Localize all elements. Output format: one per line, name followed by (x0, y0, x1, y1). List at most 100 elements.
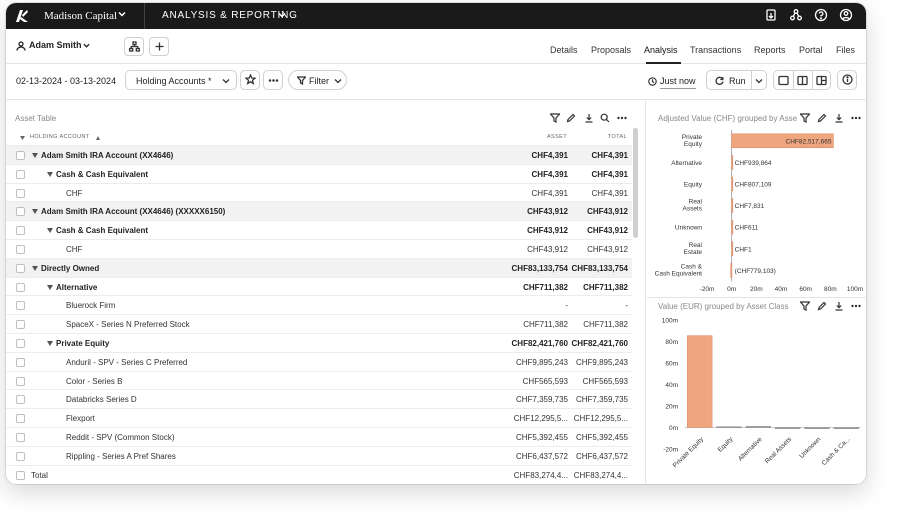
data-label: CHF807,109 (735, 182, 772, 189)
asset-value: CHF43,912 (527, 245, 568, 254)
expand-caret-icon[interactable] (32, 209, 38, 215)
table-row[interactable]: Color - Series B CHF565,593 CHF565,593 (6, 370, 632, 390)
export-icon[interactable] (764, 8, 778, 22)
row-checkbox[interactable] (16, 470, 25, 480)
brand-logo-icon[interactable] (15, 9, 29, 23)
tab-proposals[interactable]: Proposals (591, 45, 632, 55)
client-selector[interactable]: Adam Smith (29, 40, 82, 50)
row-checkbox[interactable] (16, 282, 25, 292)
row-checkbox[interactable] (16, 320, 25, 330)
row-checkbox[interactable] (16, 169, 25, 179)
row-checkbox[interactable] (16, 376, 25, 386)
tab-transactions[interactable]: Transactions (690, 45, 742, 55)
expand-caret-icon[interactable] (47, 171, 53, 177)
edit-icon[interactable] (566, 113, 576, 123)
expand-caret-icon[interactable] (32, 153, 38, 158)
column-header-holding-account[interactable]: HOLDING ACCOUNT (30, 134, 90, 140)
collapse-all-icon[interactable] (20, 136, 25, 140)
tab-portal[interactable]: Portal (799, 45, 823, 55)
account-icon[interactable] (839, 8, 853, 22)
table-row[interactable]: CHF CHF4,391 CHF4,391 (6, 182, 632, 202)
row-checkbox[interactable] (16, 301, 25, 311)
y-tick-label: 0m (669, 425, 678, 432)
table-scrollbar[interactable] (633, 128, 638, 238)
tab-files[interactable]: Files (836, 45, 856, 55)
more-button[interactable] (263, 70, 283, 90)
table-row[interactable]: Private Equity CHF82,421,760 CHF82,421,760 (6, 333, 632, 352)
firm-name[interactable]: Madison Capital (44, 10, 118, 22)
table-row[interactable]: Rippling - Series A Pref Shares CHF6,437,… (6, 445, 632, 465)
row-checkbox[interactable] (16, 188, 25, 198)
expand-caret-icon[interactable] (32, 265, 38, 271)
group-row[interactable]: Adam Smith IRA Account (XX4646) CHF4,391 C… (6, 145, 632, 164)
row-checkbox[interactable] (16, 207, 25, 217)
row-checkbox[interactable] (16, 414, 25, 424)
more-icon[interactable] (617, 113, 627, 123)
help-icon[interactable] (814, 8, 828, 22)
row-checkbox[interactable] (16, 451, 25, 461)
data-label: CHF1 (735, 246, 752, 253)
row-checkbox[interactable] (16, 339, 25, 348)
last-refreshed[interactable]: Just now (660, 76, 696, 86)
filter-icon[interactable] (800, 113, 810, 123)
filter-button[interactable]: Filter (288, 70, 347, 90)
filter-icon[interactable] (550, 113, 560, 123)
info-button[interactable] (837, 70, 857, 90)
table-row[interactable]: Bluerock Firm - - (6, 295, 632, 314)
asset-value: CHF43,912 (527, 226, 568, 236)
row-checkbox[interactable] (16, 357, 25, 367)
row-checkbox[interactable] (16, 263, 25, 273)
sort-asc-icon[interactable] (96, 136, 100, 140)
tab-reports[interactable]: Reports (754, 45, 786, 55)
hierarchy-icon[interactable] (789, 8, 803, 22)
layout-grid-icon[interactable] (816, 75, 827, 86)
view-select[interactable]: Holding Accounts * (125, 70, 237, 90)
date-range-picker[interactable]: 02-13-2024 - 03-13-2024 (16, 76, 117, 86)
layout-toggle[interactable] (773, 70, 831, 90)
tab-details[interactable]: Details (550, 45, 578, 55)
group-row[interactable]: Adam Smith IRA Account (XX4646) (XXXXX61… (6, 201, 632, 221)
table-row[interactable]: CHF CHF43,912 CHF43,912 (6, 239, 632, 258)
table-row[interactable]: Databricks Series D CHF7,359,735 CHF7,359,… (6, 389, 632, 408)
download-icon[interactable] (834, 113, 844, 123)
table-row[interactable]: Flexport CHF12,295,5... CHF12,295,5... (6, 408, 632, 427)
chevron-down-icon[interactable] (278, 11, 286, 19)
org-chart-button[interactable] (124, 37, 144, 56)
expand-caret-icon[interactable] (47, 284, 53, 290)
table-row[interactable]: Cash & Cash Equivalent CHF4,391 CHF4,391 (6, 163, 632, 183)
layout-split-icon[interactable] (797, 75, 808, 86)
row-checkbox[interactable] (16, 433, 25, 442)
table-row[interactable]: SpaceX - Series N Preferred Stock CHF711,… (6, 314, 632, 333)
row-checkbox[interactable] (16, 395, 25, 405)
chevron-down-icon[interactable] (118, 10, 126, 18)
more-icon[interactable] (851, 113, 861, 123)
table-row[interactable]: Reddit - SPV (Common Stock) CHF5,392,455 C… (6, 427, 632, 446)
edit-icon[interactable] (817, 113, 827, 123)
add-button[interactable] (149, 37, 169, 56)
edit-icon[interactable] (817, 301, 827, 311)
more-icon[interactable] (851, 301, 861, 311)
search-icon[interactable] (600, 113, 610, 123)
favorite-button[interactable] (240, 70, 260, 90)
download-icon[interactable] (834, 301, 844, 311)
group-row[interactable]: Directly Owned CHF83,133,754 CHF83,133,754 (6, 257, 632, 277)
run-button[interactable]: Run (706, 70, 767, 90)
total-row[interactable]: Total CHF83,274,4... CHF83,274,4... (6, 464, 632, 484)
column-header-asset[interactable]: ASSET (546, 134, 567, 140)
filter-icon[interactable] (800, 301, 810, 311)
row-label: CHF (66, 188, 83, 198)
table-row[interactable]: Alternative CHF711,382 CHF711,382 (6, 276, 632, 296)
column-header-total[interactable]: TOTAL (607, 134, 627, 140)
module-switcher[interactable]: ANALYSIS & REPORTING (162, 10, 298, 21)
expand-caret-icon[interactable] (47, 341, 53, 346)
row-checkbox[interactable] (16, 226, 25, 236)
row-checkbox[interactable] (16, 151, 25, 160)
table-row[interactable]: Anduril - SPV - Series C Preferred CHF9,8… (6, 351, 632, 371)
table-row[interactable]: Cash & Cash Equivalent CHF43,912 CHF43,912 (6, 220, 632, 239)
chevron-down-icon[interactable] (83, 42, 90, 49)
tab-analysis[interactable]: Analysis (644, 45, 678, 55)
expand-caret-icon[interactable] (47, 228, 53, 234)
row-checkbox[interactable] (16, 245, 25, 254)
download-icon[interactable] (584, 113, 594, 123)
layout-single-icon[interactable] (778, 75, 789, 86)
